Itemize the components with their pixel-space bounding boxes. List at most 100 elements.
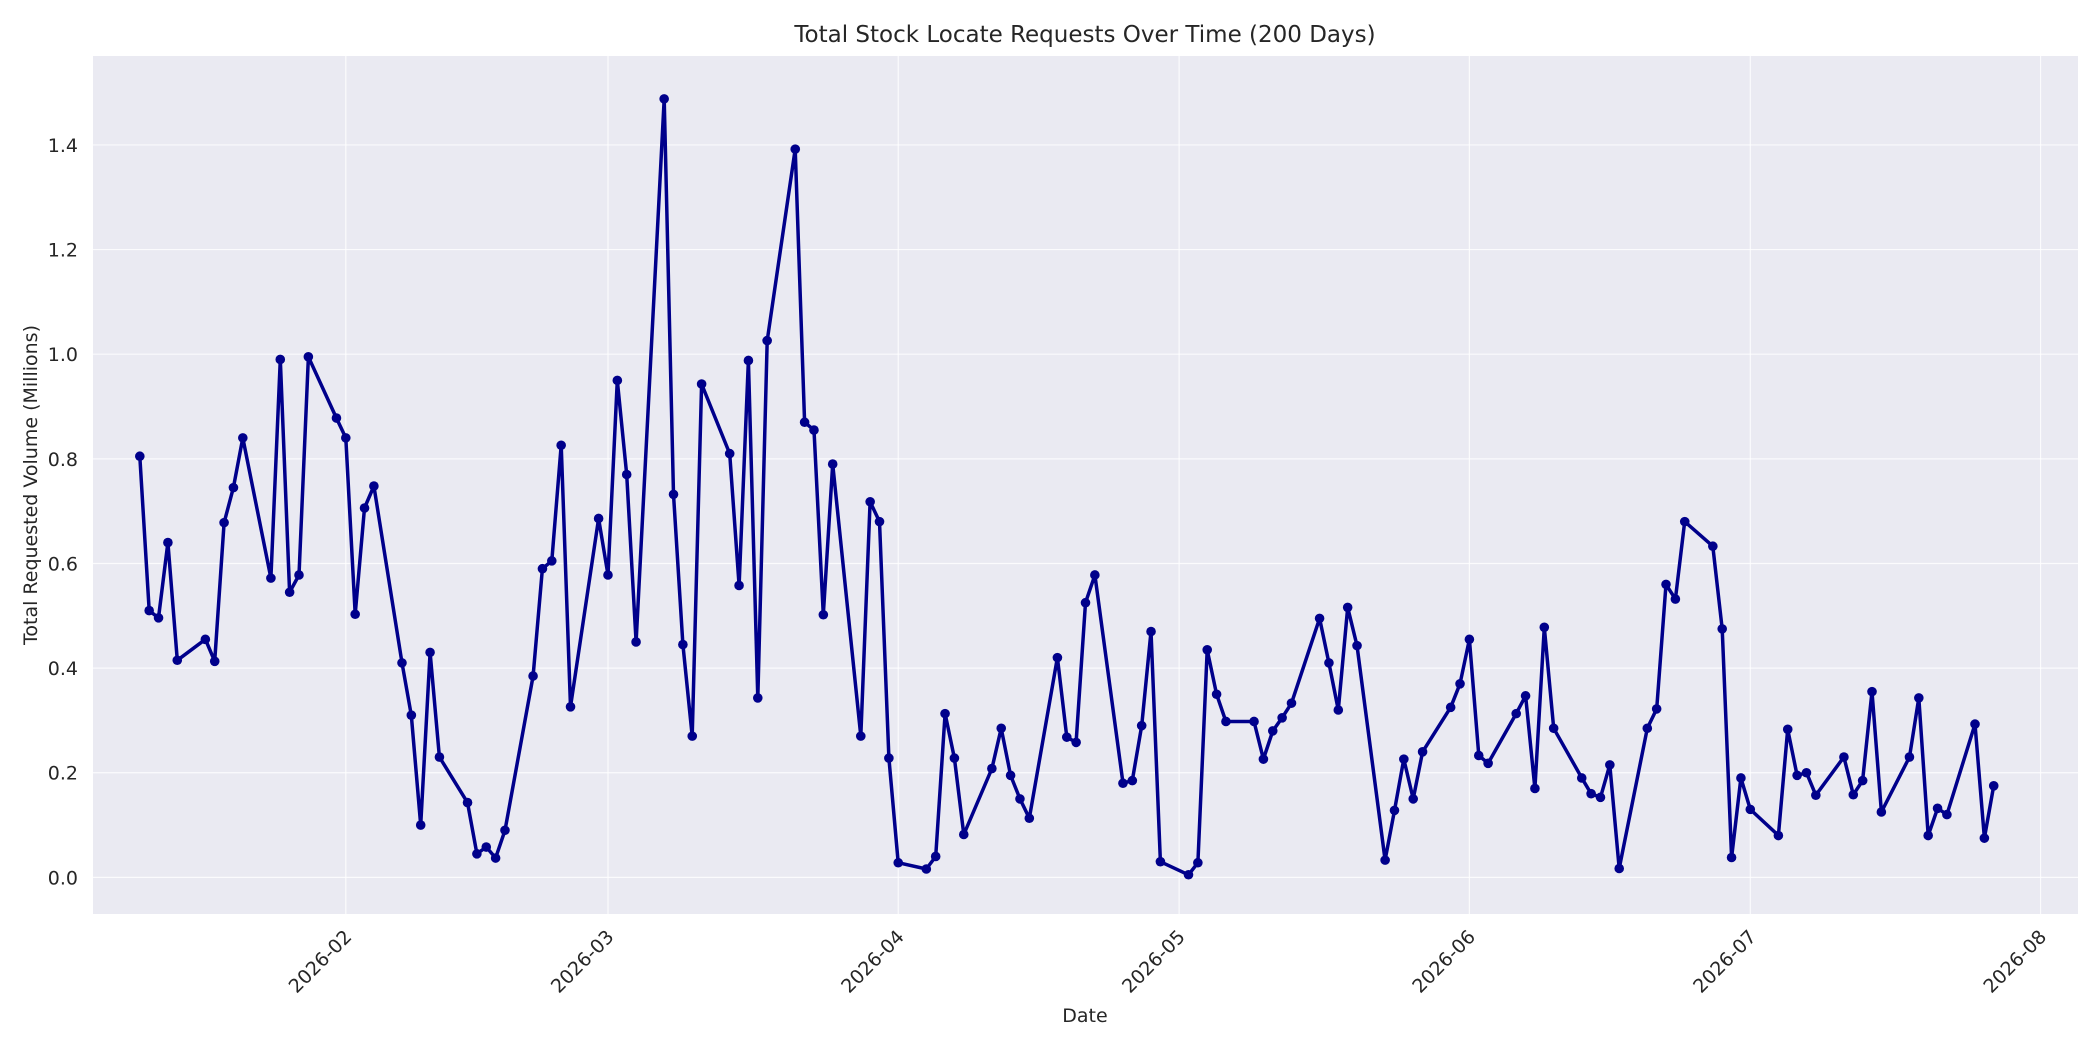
data-point: [1811, 790, 1821, 801]
data-point: [1586, 788, 1596, 799]
y-tick-label: 0.8: [48, 449, 78, 471]
data-point: [1080, 597, 1091, 608]
chart-title: Total Stock Locate Requests Over Time (2…: [793, 22, 1375, 48]
data-point: [1914, 693, 1924, 703]
data-point: [1576, 773, 1587, 783]
data-point: [425, 647, 435, 658]
data-point: [1024, 813, 1035, 824]
data-point: [1736, 773, 1746, 783]
data-point: [1071, 737, 1081, 748]
data-point: [1708, 541, 1718, 552]
data-point: [1876, 807, 1887, 817]
data-point: [1605, 760, 1615, 770]
data-point: [1445, 702, 1456, 713]
data-point: [1942, 809, 1952, 820]
x-tick-label: 2026-03: [547, 926, 619, 998]
data-point: [1483, 758, 1493, 769]
data-point: [743, 355, 754, 366]
data-point: [1324, 658, 1334, 668]
data-point: [799, 417, 810, 428]
series-layer: [135, 94, 1999, 880]
data-point: [415, 820, 426, 830]
data-point: [1801, 767, 1812, 778]
data-point: [1679, 516, 1690, 527]
data-point: [1979, 833, 1990, 843]
data-point: [1539, 622, 1550, 633]
data-point: [341, 433, 351, 443]
data-point: [612, 375, 623, 386]
data-point: [1511, 708, 1522, 719]
data-point: [1211, 689, 1222, 700]
data-point: [1595, 792, 1606, 803]
data-point: [1193, 857, 1203, 868]
x-tick-label: 2026-06: [1408, 926, 1480, 998]
data-point: [1202, 644, 1213, 655]
y-tick-label: 0.2: [48, 763, 78, 785]
data-point: [537, 563, 548, 574]
data-point: [238, 433, 248, 443]
data-point: [1314, 613, 1325, 624]
data-point: [893, 857, 904, 868]
data-point: [266, 573, 276, 583]
data-point: [350, 609, 360, 620]
data-point: [949, 753, 960, 763]
data-point: [1839, 752, 1849, 762]
data-point: [874, 516, 885, 527]
data-point: [200, 634, 211, 645]
data-point: [1792, 770, 1802, 781]
data-point: [1651, 704, 1662, 714]
x-tick-label: 2026-05: [1118, 926, 1190, 998]
data-point: [790, 144, 801, 154]
grid: [93, 56, 2078, 914]
data-point: [1127, 775, 1138, 786]
data-point: [1146, 626, 1156, 637]
data-point: [1745, 804, 1756, 815]
data-point: [668, 489, 679, 500]
data-point: [958, 829, 969, 840]
data-point: [1333, 705, 1344, 715]
y-tick-label: 1.0: [48, 344, 78, 366]
data-point: [1090, 570, 1100, 580]
data-point: [172, 655, 183, 666]
y-tick-label: 1.4: [48, 135, 78, 157]
data-point: [462, 797, 473, 808]
data-point: [1848, 789, 1859, 800]
x-tick-label: 2026-04: [837, 926, 909, 998]
data-point: [1389, 805, 1400, 816]
data-point: [930, 851, 941, 862]
plot-area: [93, 56, 2078, 914]
data-point: [1061, 732, 1072, 742]
data-point: [809, 425, 819, 435]
data-point: [1970, 719, 1980, 729]
data-point: [546, 556, 557, 566]
data-point: [1015, 794, 1025, 804]
data-point: [593, 513, 604, 524]
data-point: [724, 448, 735, 459]
data-point: [818, 609, 829, 620]
y-tick-label: 0.4: [48, 658, 78, 680]
y-tick-label: 0.6: [48, 553, 78, 575]
data-point: [1473, 750, 1484, 761]
data-point: [1726, 852, 1737, 863]
x-tick-label: 2026-08: [1979, 926, 2051, 998]
data-point: [865, 496, 875, 507]
data-point: [921, 864, 932, 874]
data-point: [144, 605, 154, 616]
data-point: [631, 637, 641, 647]
x-tick-label: 2026-07: [1689, 926, 1761, 998]
data-point: [153, 613, 164, 623]
data-point: [1464, 634, 1475, 645]
data-point: [219, 517, 229, 528]
data-point: [369, 481, 379, 491]
data-point: [303, 352, 314, 362]
data-point: [1857, 775, 1868, 786]
data-point: [687, 731, 698, 741]
data-point: [1380, 855, 1390, 865]
data-point: [1988, 781, 1999, 791]
data-point: [565, 702, 576, 712]
data-point: [1352, 640, 1362, 651]
data-point: [228, 482, 239, 493]
data-point: [996, 723, 1007, 734]
data-point: [1773, 830, 1784, 841]
